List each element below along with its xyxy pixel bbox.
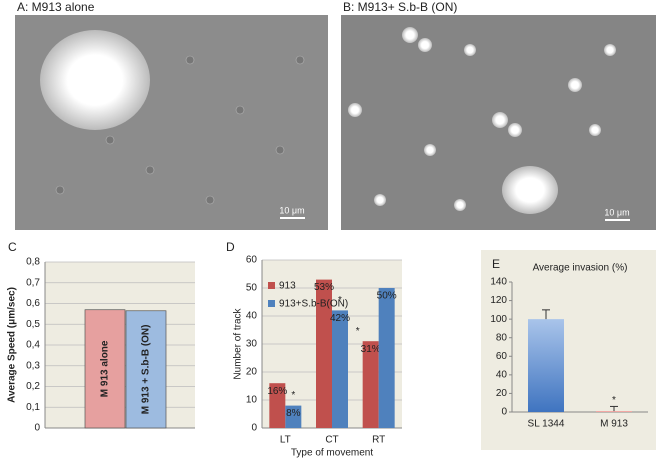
bar-label: M 913 + S.b-B (ON) [141, 325, 152, 415]
value-label: 42% [330, 313, 350, 324]
y-tick-label: 0 [251, 423, 257, 434]
x-tick-label: CT [325, 435, 338, 446]
x-tick-label: RT [372, 435, 385, 446]
bar [378, 288, 395, 428]
bar [528, 319, 564, 412]
panel-label: D [226, 240, 235, 254]
y-tick-label: 20 [496, 388, 508, 399]
y-tick-label: 60 [496, 351, 508, 362]
y-tick-label: 0,8 [26, 257, 40, 268]
bar [332, 310, 348, 428]
y-axis-label: Number of track [233, 307, 244, 379]
scale-label: 10 μm [604, 207, 629, 217]
image-b: 10 μm [341, 15, 656, 230]
annotation: * [612, 395, 616, 406]
bar [362, 341, 379, 428]
image-a: 10 μm [15, 15, 328, 230]
bar [316, 279, 332, 428]
y-tick-label: 0,1 [26, 402, 40, 413]
y-tick-label: 30 [246, 339, 258, 350]
chart-title: Average invasion (%) [533, 263, 628, 274]
x-tick-label: LT [280, 435, 291, 446]
value-label: 31% [361, 344, 381, 355]
y-tick-label: 0,2 [26, 381, 40, 392]
legend-label: 913+S.b-B(ON) [279, 299, 348, 310]
y-tick-label: 40 [496, 369, 508, 380]
image-title: B: M913+ S.b-B (ON) [343, 0, 457, 14]
y-tick-label: 0,4 [26, 340, 40, 351]
y-tick-label: 120 [490, 295, 507, 306]
y-tick-label: 80 [496, 332, 508, 343]
value-label: 8% [286, 408, 301, 419]
legend-swatch [268, 282, 275, 289]
scale-label: 10 μm [279, 205, 304, 215]
legend-swatch [268, 300, 275, 307]
y-tick-label: 0,5 [26, 319, 40, 330]
bar [285, 405, 302, 428]
x-tick-label: M 913 [600, 419, 628, 430]
y-tick-label: 0,6 [26, 298, 40, 309]
y-tick-label: 40 [246, 311, 258, 322]
value-label: 50% [377, 291, 397, 302]
y-tick-label: 10 [246, 395, 258, 406]
y-axis-label: Average Speed (μm/sec) [7, 287, 18, 403]
y-tick-label: 0,7 [26, 277, 40, 288]
annotation: * [291, 390, 295, 401]
image-title: A: M913 alone [17, 0, 95, 14]
y-tick-label: 50 [246, 283, 258, 294]
y-tick-label: 140 [490, 277, 507, 288]
legend-label: 913 [279, 281, 296, 292]
y-tick-label: 20 [246, 367, 258, 378]
y-tick-label: 0,3 [26, 360, 40, 371]
bar-label: M 913 alone [100, 340, 111, 397]
value-label: 53% [314, 282, 334, 293]
bar [596, 411, 632, 412]
panel-label: E [492, 257, 500, 271]
bar [84, 309, 126, 429]
plot-area [481, 250, 656, 450]
y-tick-label: 100 [490, 314, 507, 325]
panel-label: C [8, 240, 17, 254]
y-tick-label: 60 [246, 255, 258, 266]
annotation: * [356, 326, 360, 337]
bar [269, 383, 286, 428]
bar [125, 310, 167, 429]
value-label: 16% [267, 386, 287, 397]
x-tick-label: SL 1344 [528, 419, 565, 430]
y-tick-label: 0 [501, 407, 507, 418]
x-axis-label: Type of movement [291, 448, 373, 459]
annotation: * [338, 295, 342, 306]
y-tick-label: 0 [34, 423, 40, 434]
